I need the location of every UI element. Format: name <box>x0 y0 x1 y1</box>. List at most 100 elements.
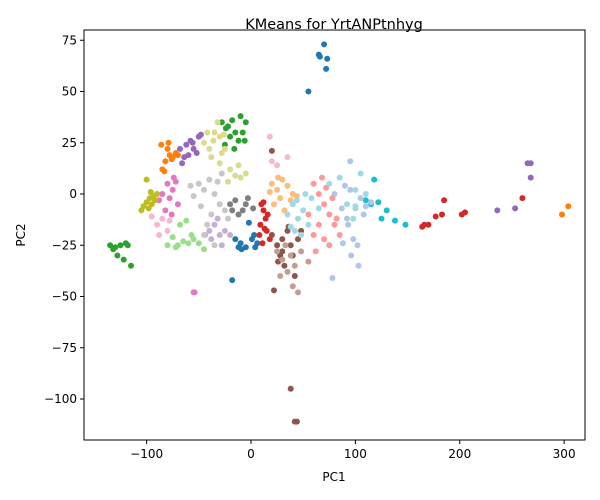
data-point-cluster-12 <box>164 242 171 249</box>
data-point-cluster-1 <box>164 145 171 152</box>
data-point-cluster-2 <box>231 145 238 152</box>
data-point-cluster-14 <box>211 221 218 228</box>
data-point-cluster-16 <box>159 215 166 222</box>
data-point-cluster-11 <box>275 174 282 181</box>
data-point-cluster-10 <box>338 205 345 212</box>
y-tick-label: 75 <box>62 33 77 47</box>
data-point-cluster-13 <box>323 184 330 191</box>
data-point-cluster-12 <box>177 221 183 228</box>
data-point-cluster-2 <box>221 141 228 148</box>
data-point-cluster-3 <box>519 195 526 202</box>
data-point-cluster-12 <box>185 240 192 247</box>
data-point-cluster-2 <box>124 242 131 249</box>
data-point-cluster-10 <box>354 242 361 249</box>
y-tick-label: −100 <box>44 392 77 406</box>
data-point-cluster-8 <box>143 176 150 183</box>
data-point-cluster-3 <box>259 240 266 247</box>
data-point-cluster-17 <box>201 232 207 238</box>
data-point-cluster-3 <box>432 213 439 220</box>
data-point-cluster-12 <box>180 238 187 245</box>
data-point-cluster-14 <box>221 227 228 234</box>
data-point-cluster-18 <box>235 162 242 169</box>
data-point-cluster-1 <box>165 139 172 146</box>
data-point-cluster-19 <box>291 227 298 234</box>
data-point-cluster-10 <box>355 262 362 269</box>
data-point-cluster-17 <box>216 201 223 208</box>
data-point-cluster-12 <box>169 234 176 241</box>
data-point-cluster-6 <box>156 197 163 204</box>
data-point-cluster-11 <box>266 189 273 195</box>
data-point-cluster-1 <box>174 152 181 159</box>
data-point-cluster-2 <box>117 242 124 249</box>
data-point-cluster-15 <box>305 258 312 265</box>
data-point-cluster-17 <box>221 207 228 214</box>
data-point-cluster-9 <box>362 197 369 204</box>
y-tick-label: −75 <box>52 341 77 355</box>
data-point-cluster-3 <box>441 197 448 204</box>
data-point-cluster-10 <box>348 252 355 259</box>
data-point-cluster-3 <box>264 211 271 218</box>
points-layer <box>107 41 572 425</box>
data-point-cluster-13 <box>336 232 343 238</box>
data-point-cluster-3 <box>260 207 267 214</box>
data-point-cluster-2 <box>227 133 234 140</box>
data-point-cluster-19 <box>352 186 359 193</box>
data-point-cluster-18 <box>214 119 221 126</box>
data-point-cluster-2 <box>232 129 239 136</box>
data-point-cluster-2 <box>222 125 229 132</box>
data-point-cluster-15 <box>274 248 281 255</box>
data-point-cluster-16 <box>148 213 155 220</box>
data-point-cluster-6 <box>170 174 177 181</box>
data-point-cluster-19 <box>287 223 294 230</box>
data-point-cluster-10 <box>329 275 336 281</box>
data-point-cluster-17 <box>225 215 231 222</box>
data-point-cluster-5 <box>287 385 294 392</box>
data-point-cluster-5 <box>287 242 294 249</box>
data-point-cluster-10 <box>341 182 348 189</box>
data-point-cluster-16 <box>274 162 281 169</box>
data-point-cluster-4 <box>190 145 197 152</box>
data-point-cluster-10 <box>344 215 350 222</box>
data-point-cluster-11 <box>284 182 291 189</box>
data-point-cluster-2 <box>120 256 127 263</box>
data-point-cluster-10 <box>345 221 352 228</box>
chart-title: KMeans for YrtANPtnhyg <box>245 17 423 33</box>
data-point-cluster-4 <box>494 207 501 214</box>
y-tick-label: 25 <box>62 136 77 150</box>
data-point-cluster-5 <box>279 248 286 255</box>
data-point-cluster-19 <box>295 215 301 222</box>
data-point-cluster-19 <box>344 201 350 208</box>
data-point-cluster-4 <box>512 205 519 212</box>
data-point-cluster-18 <box>204 129 211 136</box>
data-point-cluster-19 <box>308 195 315 202</box>
x-tick-label: 0 <box>247 447 255 461</box>
data-point-cluster-1 <box>168 156 175 163</box>
data-point-cluster-13 <box>321 201 328 208</box>
y-axis: 75 50 25 0 −25 −50 −75 −100 <box>44 33 84 406</box>
data-point-cluster-3 <box>462 209 468 216</box>
data-point-cluster-8 <box>138 207 145 214</box>
data-point-cluster-10 <box>368 199 374 206</box>
data-point-cluster-6 <box>162 207 169 214</box>
data-point-cluster-1 <box>565 203 572 210</box>
data-point-cluster-10 <box>347 158 354 165</box>
x-tick-label: 200 <box>448 447 471 461</box>
data-point-cluster-17 <box>206 176 213 183</box>
data-point-cluster-15 <box>284 268 291 275</box>
data-point-cluster-16 <box>284 154 291 161</box>
data-point-cluster-8 <box>145 205 152 212</box>
data-point-cluster-5 <box>281 262 288 269</box>
data-point-cluster-13 <box>326 211 333 218</box>
data-point-cluster-19 <box>352 203 359 210</box>
data-point-cluster-2 <box>239 129 246 136</box>
data-point-cluster-8 <box>147 189 154 195</box>
data-point-cluster-15 <box>282 242 289 249</box>
data-point-cluster-0 <box>245 219 252 226</box>
data-point-cluster-6 <box>169 186 176 193</box>
data-point-cluster-19 <box>293 197 300 204</box>
data-point-cluster-17 <box>208 211 215 218</box>
x-axis-label: PC1 <box>322 470 345 484</box>
data-point-cluster-7 <box>235 211 242 218</box>
data-point-cluster-17 <box>195 180 202 187</box>
